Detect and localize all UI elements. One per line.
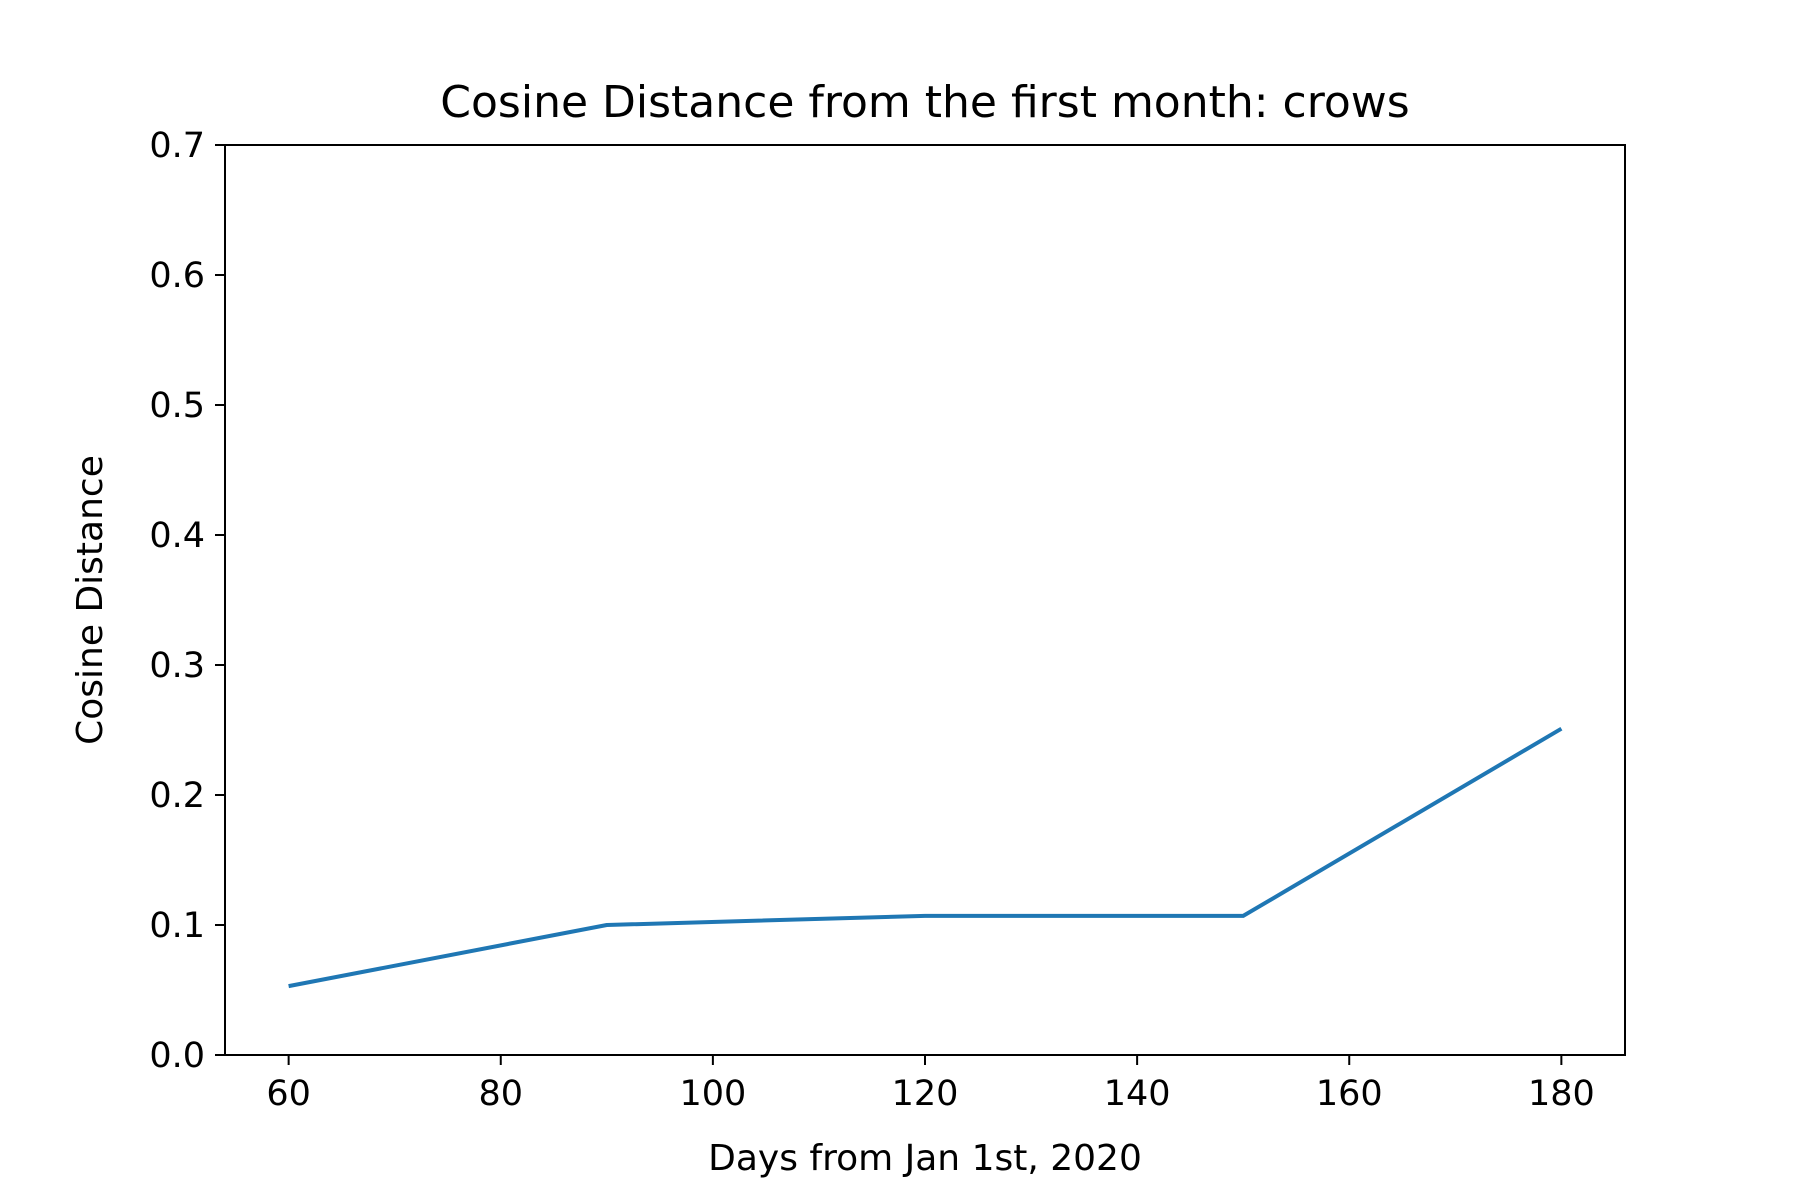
y-tick-label: 0.7 (149, 126, 205, 166)
x-tick-label: 160 (1316, 1074, 1383, 1114)
y-tick-label: 0.6 (149, 256, 205, 296)
y-axis-label: Cosine Distance (70, 455, 111, 745)
y-tick-label: 0.4 (149, 516, 205, 556)
y-tick-label: 0.1 (149, 906, 205, 946)
x-tick-label: 60 (266, 1074, 311, 1114)
y-tick-label: 0.5 (149, 386, 205, 426)
series-layer (288, 726, 1563, 989)
x-tick-label: 140 (1104, 1074, 1171, 1114)
chart-title: Cosine Distance from the first month: cr… (440, 77, 1409, 128)
x-axis-label: Days from Jan 1st, 2020 (708, 1138, 1142, 1179)
x-tick-label: 180 (1528, 1074, 1595, 1114)
x-tick-label: 80 (478, 1074, 523, 1114)
y-tick-label: 0.0 (149, 1036, 205, 1076)
plot-area-frame (224, 144, 1626, 1056)
x-tick-label: 100 (679, 1074, 746, 1114)
y-tick-label: 0.3 (149, 646, 205, 686)
y-tick-label: 0.2 (149, 776, 205, 816)
y-axis: 0.0 0.1 0.2 0.3 0.4 0.5 0.6 0.7 (149, 126, 225, 1076)
x-axis: 60 80 100 120 140 160 180 (266, 1055, 1595, 1114)
series-line (288, 726, 1563, 989)
x-tick-label: 120 (892, 1074, 959, 1114)
